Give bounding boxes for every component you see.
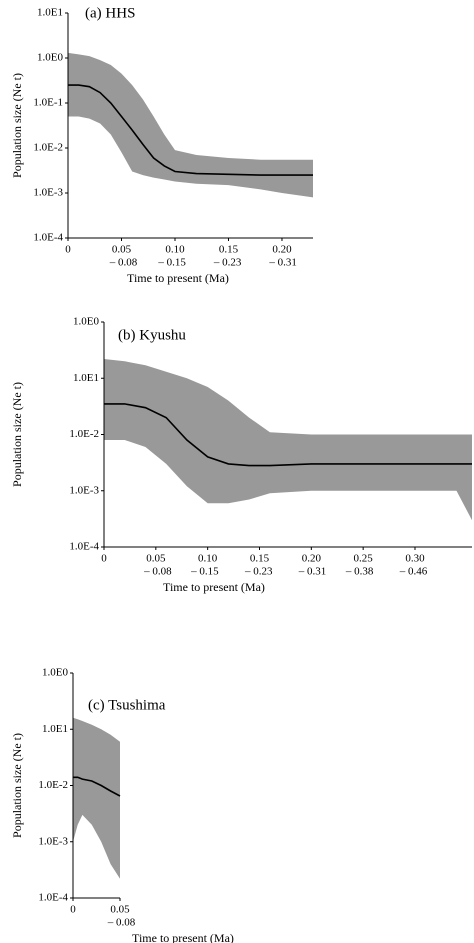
x-axis-label: Time to present (Ma): [127, 271, 229, 285]
x-tick-label: 0.25: [354, 553, 374, 565]
y-tick-label: 1.0E-3: [33, 187, 63, 199]
x-tick-label: 0: [70, 904, 76, 916]
x2-tick-label: – 0.38: [345, 566, 374, 578]
median-line: [104, 403, 472, 467]
y-tick-label: 1.0E0: [37, 52, 63, 64]
y-tick-label: 1.0E-4: [33, 232, 63, 244]
x-tick-label: 0.20: [302, 553, 322, 565]
y-tick-label: 1.0E-4: [69, 541, 99, 553]
median-line: [68, 84, 313, 176]
median-line: [73, 776, 121, 797]
y-axis-label: Population size (Ne t): [10, 382, 24, 487]
x-tick-label: 0.20: [272, 244, 292, 256]
y-tick-label: 1.0E1: [42, 723, 68, 735]
y-tick-label: 1.0E-4: [38, 892, 68, 904]
y-axis-label: Population size (Ne t): [10, 733, 24, 838]
x-tick-label: 0.30: [405, 553, 425, 565]
chart-title: (b) Kyushu: [118, 327, 186, 343]
x-tick-label: 0.05: [112, 244, 132, 256]
confidence-band: [68, 52, 313, 198]
x2-tick-label: – 0.23: [244, 566, 273, 578]
x2-tick-label: – 0.15: [157, 257, 186, 269]
y-tick-label: 1.0E-3: [69, 484, 99, 496]
x-tick-label: 0.05: [146, 553, 166, 565]
x2-tick-label: – 0.15: [190, 566, 219, 578]
y-tick-label: 1.0E-2: [69, 428, 99, 440]
confidence-band: [73, 717, 120, 879]
y-tick-label: 1.0E1: [37, 7, 63, 19]
chart-title: (c) Tsushima: [88, 697, 166, 713]
x2-tick-label: – 0.08: [107, 917, 136, 929]
x-tick-label: 0: [101, 553, 107, 565]
x-tick-label: 0.15: [219, 244, 239, 256]
y-tick-label: 1.0E0: [42, 667, 68, 679]
x2-tick-label: – 0.46: [399, 566, 428, 578]
y-tick-label: 1.0E-2: [38, 779, 68, 791]
x2-tick-label: – 0.08: [143, 566, 172, 578]
x-axis-label: Time to present (Ma): [132, 931, 234, 943]
y-axis-label: Population size (Ne t): [10, 73, 24, 178]
y-tick-label: 1.0E1: [73, 372, 99, 384]
x-tick-label: 0: [65, 244, 71, 256]
x-tick-label: 0.05: [110, 904, 130, 916]
confidence-band: [104, 359, 472, 521]
x-tick-label: 0.10: [198, 553, 218, 565]
x-tick-label: 0.15: [250, 553, 270, 565]
y-tick-label: 1.0E0: [73, 316, 99, 328]
x2-tick-label: – 0.08: [109, 257, 138, 269]
y-tick-label: 1.0E-3: [38, 835, 68, 847]
y-tick-label: 1.0E-1: [33, 97, 63, 109]
y-tick-label: 1.0E-2: [33, 142, 63, 154]
chart-title: (a) HHS: [85, 5, 135, 21]
x2-tick-label: – 0.23: [213, 257, 242, 269]
x-axis-label: Time to present (Ma): [163, 580, 265, 594]
x2-tick-label: – 0.31: [268, 257, 297, 269]
x2-tick-label: – 0.31: [298, 566, 327, 578]
x-tick-label: 0.10: [165, 244, 185, 256]
